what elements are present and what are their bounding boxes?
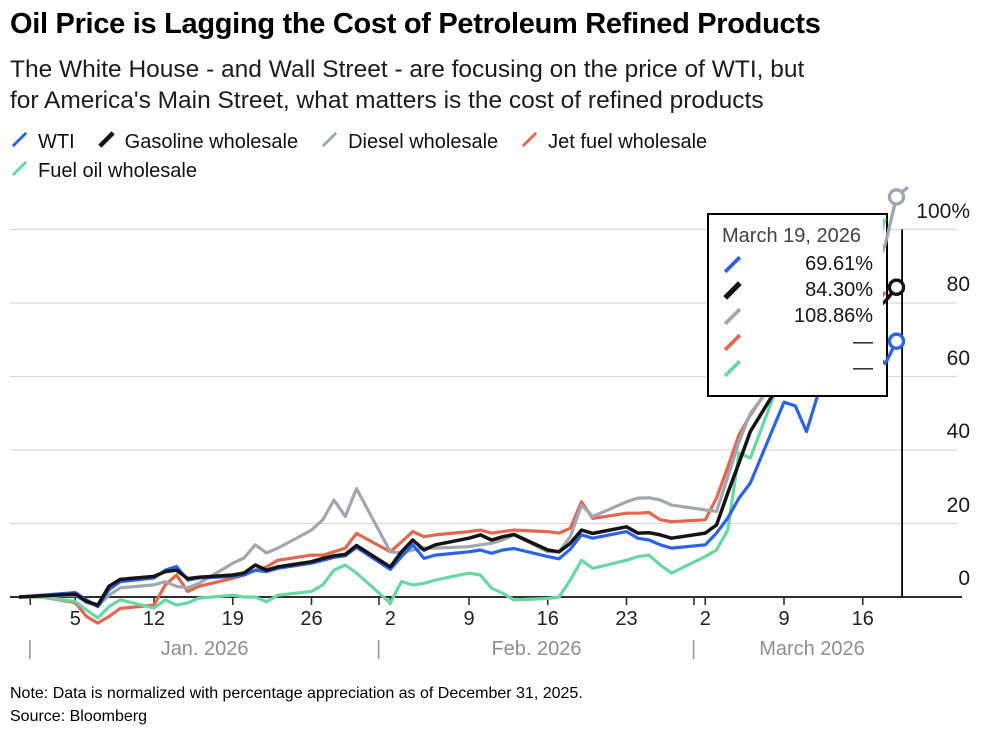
fuel-oil-slash-icon xyxy=(11,160,28,177)
legend-swatch xyxy=(97,130,116,155)
tooltip-value: 69.61% xyxy=(805,252,873,275)
jet-fuel-slash-icon xyxy=(522,131,538,148)
wti-slash-icon xyxy=(11,131,28,148)
gasoline-slash-icon xyxy=(723,280,742,300)
fuel-oil-slash-icon xyxy=(723,359,742,377)
legend-item-label: Fuel oil wholesale xyxy=(38,160,197,182)
tooltip-rows: 69.61% 84.30% 108.86% — — xyxy=(722,251,873,381)
chart-footnote: Note: Data is normalized with percentage… xyxy=(10,682,970,728)
tooltip-swatch xyxy=(722,358,743,379)
tooltip-value: 84.30% xyxy=(805,278,873,301)
diesel-slash-icon xyxy=(321,131,338,148)
legend-item-label: Gasoline wholesale xyxy=(124,131,299,153)
tooltip-value: — xyxy=(853,330,873,353)
tooltip-date: March 19, 2026 xyxy=(722,225,861,247)
diesel-slash-icon xyxy=(723,307,742,325)
tooltip-row-diesel: 108.86% xyxy=(722,303,873,329)
legend-item-diesel[interactable]: Diesel wholesale xyxy=(320,129,498,156)
legend-swatch xyxy=(10,130,29,155)
legend-item-fuel_oil[interactable]: Fuel oil wholesale xyxy=(10,158,197,185)
wti-slash-icon xyxy=(723,255,742,273)
chart-subtitle-line2: for America's Main Street, what matters … xyxy=(10,87,764,114)
tooltip-value: — xyxy=(853,356,873,379)
legend-item-wti[interactable]: WTI xyxy=(10,129,75,156)
tooltip-swatch xyxy=(722,254,743,275)
source-text: Source: Bloomberg xyxy=(10,708,147,725)
chart-subtitle-line1: The White House - and Wall Street - are … xyxy=(10,56,805,83)
legend-swatch xyxy=(320,130,339,155)
legend-swatch xyxy=(520,130,539,155)
tooltip-row-gasoline: 84.30% xyxy=(722,277,873,303)
series-line-fuel_oil xyxy=(19,218,887,620)
gasoline-slash-icon xyxy=(97,131,115,148)
tooltip-value: 108.86% xyxy=(794,304,873,327)
tooltip-row-fuel_oil: — xyxy=(722,355,873,381)
series-line-gasoline xyxy=(18,286,898,607)
legend-item-label: Jet fuel wholesale xyxy=(548,131,708,153)
tooltip-row-wti: 69.61% xyxy=(722,251,873,277)
chart-subtitle: The White House - and Wall Street - are … xyxy=(10,54,970,116)
end-marker-diesel xyxy=(887,188,906,206)
legend-item-label: WTI xyxy=(38,131,75,153)
tooltip-swatch xyxy=(722,332,743,353)
legend-item-label: Diesel wholesale xyxy=(348,131,499,153)
end-marker-gasoline xyxy=(887,278,906,296)
page-title: Oil Price is Lagging the Cost of Petrole… xyxy=(10,8,821,40)
chart-legend: WTI Gasoline wholesale Diesel wholesale Jet… xyxy=(10,129,770,185)
note-text: Note: Data is normalized with percentage… xyxy=(10,685,583,702)
crosshair-tooltip: March 19, 2026 69.61% 84.30% 108.86% — — xyxy=(707,213,888,397)
tooltip-row-jet_fuel: — xyxy=(722,329,873,355)
series-line-wti xyxy=(18,340,898,609)
tooltip-swatch xyxy=(722,280,743,301)
legend-item-jet_fuel[interactable]: Jet fuel wholesale xyxy=(520,129,707,156)
jet-fuel-slash-icon xyxy=(723,333,742,351)
legend-item-gasoline[interactable]: Gasoline wholesale xyxy=(97,129,298,156)
legend-swatch xyxy=(10,159,29,184)
series-line-jet_fuel xyxy=(19,291,887,625)
tooltip-swatch xyxy=(722,306,743,327)
end-marker-wti xyxy=(887,332,906,350)
